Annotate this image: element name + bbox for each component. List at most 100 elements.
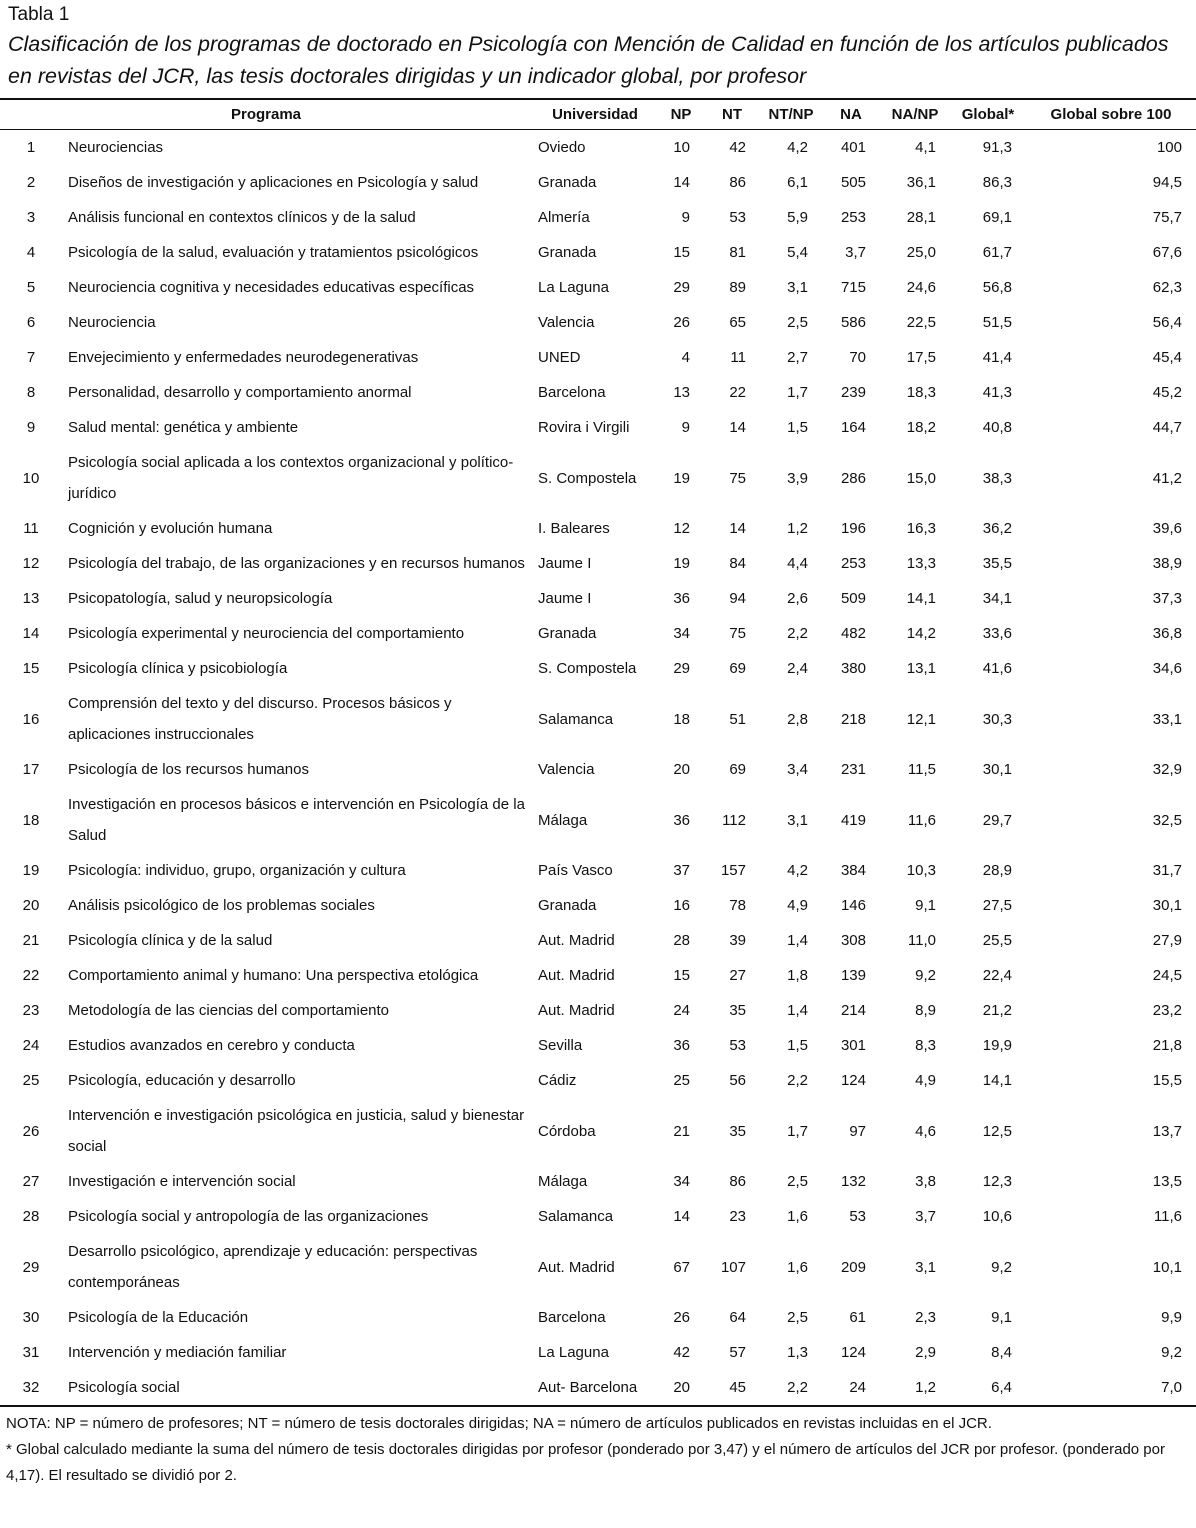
table-cell: 1 (26, 139, 36, 156)
table-cell: 146 (840, 897, 866, 914)
table-cell: 20 (22, 897, 40, 914)
table-cell: 36,8 (1152, 625, 1182, 642)
table-cell: S. Compostela (538, 660, 637, 677)
table-cell: 32,9 (1152, 761, 1182, 778)
table-label: Tabla 1 (8, 4, 70, 25)
table-cell: 45 (729, 1379, 746, 1396)
table-cell: 3,7 (845, 244, 866, 261)
table-cell: 132 (840, 1173, 866, 1190)
table-row: 6 Neurociencia Valencia 26 65 2,5 586 22,5 51,5 5… (0, 305, 1196, 340)
table-cell: 28 (22, 1208, 40, 1225)
table-cell: Granada (538, 174, 597, 191)
table-cell: 2,5 (787, 314, 808, 331)
table-cell: 32 (22, 1379, 40, 1396)
table-cell: Almería (538, 209, 590, 226)
table-cell: 27 (22, 1173, 40, 1190)
table-cell: Psicología de la salud, evaluación y tra… (68, 244, 479, 261)
table-cell: La Laguna (538, 1344, 609, 1361)
table-row: 2 Diseños de investigación y aplicaciones… (0, 165, 1196, 200)
table-cell: 8,4 (991, 1344, 1012, 1361)
table-cell: Psicopatología, salud y neuropsicología (68, 590, 333, 607)
table-cell: 25,5 (982, 932, 1012, 949)
table-cell: 30 (22, 1309, 40, 1326)
table-cell: 16 (22, 710, 40, 728)
table-cell: 69 (729, 660, 746, 677)
table-cell: Málaga (538, 811, 588, 829)
table-cell: 12 (673, 520, 690, 537)
table-cell: 9,2 (991, 1258, 1012, 1276)
table-cell: 23 (729, 1208, 746, 1225)
table-cell: 4,2 (787, 862, 808, 879)
table-cell: 1,7 (787, 384, 808, 401)
table-row: 23 Metodología de las ciencias del compor… (0, 993, 1196, 1028)
table-cell: Estudios avanzados en cerebro y conducta (68, 1037, 355, 1054)
table-cell: 7 (26, 349, 36, 366)
table-cell: 25,0 (906, 244, 936, 261)
table-cell: Psicología de los recursos humanos (68, 761, 309, 778)
table-cell: Valencia (538, 761, 595, 778)
table-cell: 6 (26, 314, 36, 331)
table-cell: 11 (730, 349, 746, 366)
table-cell: 9,2 (1161, 1344, 1182, 1361)
table-cell: 70 (849, 349, 866, 366)
table-cell: Personalidad, desarrollo y comportamient… (68, 384, 412, 401)
table-cell: 19,9 (982, 1037, 1012, 1054)
header-cell: Universidad (532, 99, 658, 130)
table-cell: 34,6 (1152, 660, 1182, 677)
table-cell: 1,4 (787, 932, 808, 949)
table-cell: 14 (729, 520, 746, 537)
table-cell: 29 (673, 279, 690, 296)
table-cell: 13,5 (1152, 1173, 1182, 1190)
table-cell: 124 (840, 1072, 866, 1089)
table-cell: 39 (729, 932, 746, 949)
table-cell: 51 (729, 710, 746, 728)
table-cell: Análisis funcional en contextos clínicos… (68, 209, 416, 226)
table-cell: 4,9 (915, 1072, 936, 1089)
table-cell: 209 (840, 1258, 866, 1276)
table-cell: Neurociencias (68, 139, 164, 156)
table-cell: 81 (729, 244, 746, 261)
table-cell: 4,4 (787, 555, 808, 572)
table-cell: 1,5 (787, 419, 808, 436)
notes: NOTA: NP = número de profesores; NT = nú… (0, 1407, 1196, 1489)
table-cell: 218 (840, 710, 866, 728)
table-cell: 30,1 (982, 761, 1012, 778)
table-cell: 94,5 (1152, 174, 1182, 191)
table-cell: Comportamiento animal y humano: Una pers… (68, 967, 479, 984)
table-cell: 4,6 (915, 1122, 936, 1140)
table-cell: Intervención y mediación familiar (68, 1344, 287, 1361)
table-cell: 27,9 (1152, 932, 1182, 949)
table-cell: 1,3 (787, 1344, 808, 1361)
data-table: Programa Universidad NP NT NT/NP NA NA/NP Globa… (0, 98, 1196, 1407)
table-cell: 1,6 (787, 1208, 808, 1225)
table-cell: 9 (681, 209, 690, 226)
table-cell: 5,4 (787, 244, 808, 261)
table-cell: Sevilla (538, 1037, 583, 1054)
table-cell: Jaume I (538, 555, 592, 572)
table-cell: 16 (673, 897, 690, 914)
table-row: 12 Psicología del trabajo, de las organiz… (0, 546, 1196, 581)
table-cell: 21,8 (1152, 1037, 1182, 1054)
table-cell: 15,0 (906, 469, 936, 487)
table-cell: Jaume I (538, 590, 592, 607)
table-cell: 17,5 (906, 349, 936, 366)
table-cell: Neurociencia cognitiva y necesidades edu… (68, 279, 475, 296)
table-cell: 41,4 (982, 349, 1012, 366)
table-cell: 36,2 (982, 520, 1012, 537)
table-cell: La Laguna (538, 279, 609, 296)
table-row: 18 Investigación en procesos básicos e in… (0, 787, 1196, 853)
table-row: 7 Envejecimiento y enfermedades neurodege… (0, 340, 1196, 375)
table-cell: Comprensión del texto y del discurso. Pr… (68, 695, 452, 743)
table-cell: 10,6 (982, 1208, 1012, 1225)
table-cell: 8,3 (915, 1037, 936, 1054)
table-cell: 12,3 (982, 1173, 1012, 1190)
table-cell: Granada (538, 244, 597, 261)
table-cell: 112 (722, 811, 746, 829)
table-cell: 61,7 (982, 244, 1012, 261)
table-row: 16 Comprensión del texto y del discurso. … (0, 686, 1196, 752)
table-cell: Aut. Madrid (538, 1002, 615, 1019)
table-row: 29 Desarrollo psicológico, aprendizaje y … (0, 1234, 1196, 1300)
header-cell: Programa (0, 99, 532, 130)
table-cell: Psicología experimental y neurociencia d… (68, 625, 465, 642)
table-cell: 2,3 (915, 1309, 936, 1326)
